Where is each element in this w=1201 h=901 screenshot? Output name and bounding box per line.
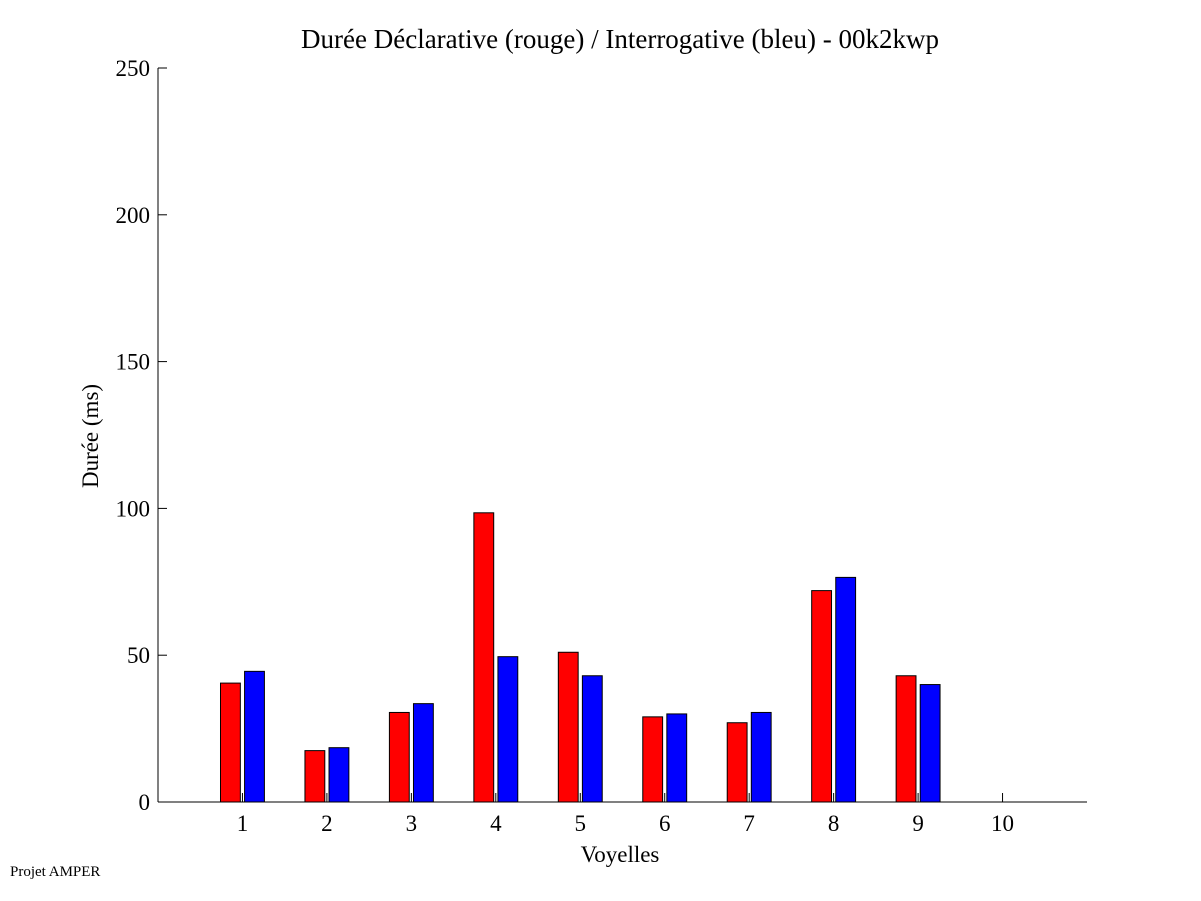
bar-series1-cat8 — [811, 590, 833, 803]
bar-series1-cat7 — [726, 722, 748, 803]
y-tick-label: 0 — [139, 790, 151, 815]
x-tick-label: 6 — [659, 811, 671, 836]
x-axis-label: Voyelles — [581, 842, 660, 867]
bar-series1-cat1 — [219, 682, 241, 803]
bar-series2-cat1 — [244, 670, 265, 803]
y-tick-label: 200 — [116, 203, 151, 228]
x-tick-label: 8 — [828, 811, 840, 836]
bar-series2-cat2 — [328, 747, 350, 803]
y-tick-label: 100 — [116, 496, 151, 521]
bar-series2-cat8 — [835, 576, 857, 803]
x-tick-label: 9 — [912, 811, 924, 836]
bar-series2-cat5 — [581, 675, 603, 803]
bar-series2-cat9 — [919, 684, 941, 803]
chart-title: Durée Déclarative (rouge) / Interrogativ… — [301, 24, 939, 54]
bar-series1-cat4 — [473, 512, 495, 803]
x-tick-label: 5 — [575, 811, 587, 836]
bar-series2-cat6 — [666, 713, 688, 803]
axes — [157, 67, 1087, 803]
tick-labels: 0 50 100 150 200 250 1 2 3 4 5 6 7 8 9 10 — [116, 56, 1015, 836]
footer-label: Projet AMPER — [10, 864, 101, 880]
bar-series2-cat7 — [750, 711, 772, 803]
y-tick-label: 250 — [116, 56, 151, 81]
x-tick-label: 3 — [406, 811, 418, 836]
x-tick-label: 4 — [490, 811, 502, 836]
bar-series1-cat5 — [557, 651, 579, 803]
x-tick-label: 10 — [991, 811, 1014, 836]
bars — [219, 512, 941, 803]
bar-series2-cat3 — [412, 703, 434, 803]
bar-series1-cat2 — [304, 750, 326, 803]
x-tick-label: 7 — [743, 811, 755, 836]
x-tick-label: 1 — [237, 811, 249, 836]
y-axis-label: Durée (ms) — [78, 384, 103, 488]
bar-series1-cat9 — [895, 675, 917, 803]
bar-series1-cat3 — [388, 711, 410, 803]
bar-series2-cat4 — [497, 656, 519, 803]
bar-series1-cat6 — [642, 716, 664, 803]
y-tick-label: 150 — [116, 350, 151, 375]
x-tick-label: 2 — [321, 811, 333, 836]
y-tick-label: 50 — [127, 643, 150, 668]
